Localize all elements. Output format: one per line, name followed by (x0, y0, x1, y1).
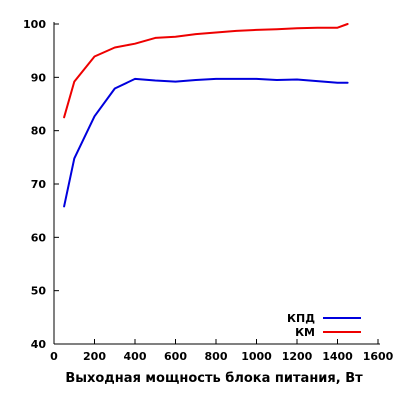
x-axis-ticks: 0 200 400 600 800 1000 1200 1400 1600 (50, 339, 394, 363)
legend-label: КМ (295, 326, 315, 339)
y-tick-label: 80 (31, 125, 47, 138)
x-tick-label: 1000 (241, 350, 272, 363)
x-tick-label: 0 (50, 350, 58, 363)
y-tick-label: 90 (31, 71, 47, 84)
x-tick-label: 200 (83, 350, 106, 363)
series-line-КПД (63, 77, 349, 208)
y-tick-label: 70 (31, 178, 47, 191)
legend-label: КПД (287, 312, 315, 325)
x-tick-label: 1200 (282, 350, 313, 363)
y-tick-label: 40 (31, 338, 47, 351)
y-axis-ticks: 40 50 60 70 80 90 100 (23, 18, 59, 351)
x-tick-label: 1600 (363, 350, 394, 363)
y-tick-label: 50 (31, 285, 47, 298)
x-tick-label: 1400 (322, 350, 353, 363)
y-tick-label: 100 (23, 18, 46, 31)
series-line-КМ (63, 23, 349, 119)
x-tick-label: 800 (205, 350, 228, 363)
series-lines (63, 23, 349, 208)
x-tick-label: 400 (124, 350, 147, 363)
y-tick-label: 60 (31, 231, 47, 244)
x-axis-title: Выходная мощность блока питания, Вт (65, 371, 363, 386)
x-tick-label: 600 (164, 350, 187, 363)
